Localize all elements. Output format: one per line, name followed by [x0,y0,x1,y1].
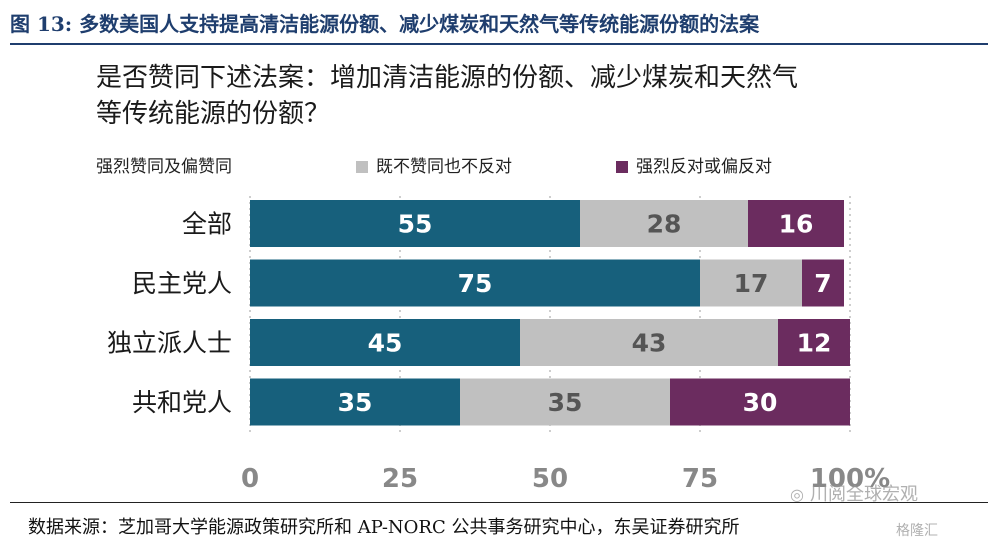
legend-label-neutral: 既不赞同也不反对 [376,157,512,177]
legend-item-neutral: 既不赞同也不反对 [356,152,512,177]
x-tick-label: 0 [241,464,259,494]
figure-title: 图 13: 多数美国人支持提高清洁能源份额、减少煤炭和天然气等传统能源份额的法案 [10,12,760,36]
x-tick-label: 75 [682,464,718,494]
data-label: 28 [647,210,682,239]
legend-label-support: 强烈赞同及偏赞同 [96,157,232,177]
category-label: 民主党人 [132,269,232,298]
data-label: 35 [548,388,583,417]
bar-segment [250,319,520,366]
bar-segment [700,259,802,307]
bar-segment [460,378,670,426]
bar-segment [748,200,844,247]
data-label: 7 [814,269,831,298]
x-tick-label: 100% [810,464,890,494]
chart-title-line2: 等传统能源的份额？ [96,99,331,129]
data-label: 12 [797,329,832,358]
data-label: 17 [734,269,769,298]
watermark-secondary: 格隆汇 [896,523,938,539]
legend-label-oppose: 强烈反对或偏反对 [636,157,772,177]
legend-item-oppose: 强烈反对或偏反对 [616,152,772,177]
legend-swatch-neutral [356,161,368,173]
wechat-icon: ◎ [790,485,804,504]
data-label: 45 [368,329,403,358]
chart-title: 是否赞同下述法案：增加清洁能源的份额、减少煤炭和天然气 等传统能源的份额？ [96,60,936,132]
data-label: 30 [743,388,778,417]
chart-title-line1: 是否赞同下述法案：增加清洁能源的份额、减少煤炭和天然气 [96,63,799,93]
bar-segment [778,319,850,366]
source-divider [10,502,988,503]
bars: 55 28 16 75 17 7 45 43 12 35 35 30 [250,200,850,426]
bar-segment [250,200,580,247]
bar-segment [670,378,850,426]
x-axis-ticks: 0 25 50 75 100% [241,464,890,494]
watermark: ◎ 川阅全球宏观 [790,480,918,506]
data-label: 43 [632,329,667,358]
bar-segment [802,259,844,307]
source-note: 数据来源：芝加哥大学能源政策研究所和 AP-NORC 公共事务研究中心，东吴证券… [28,517,740,538]
bar-segment [580,200,748,247]
x-tick-label: 50 [532,464,568,494]
category-label: 独立派人士 [107,329,232,358]
data-label: 35 [338,388,373,417]
category-label: 全部 [182,210,232,239]
data-label: 16 [779,210,814,239]
legend-swatch-oppose [616,161,628,173]
data-label: 55 [398,210,433,239]
title-divider [10,43,988,45]
bar-segment [250,378,460,426]
category-label: 共和党人 [132,388,232,417]
x-tick-label: 25 [382,464,418,494]
bar-segment [520,319,778,366]
legend-item-support: 强烈赞同及偏赞同 [96,152,232,177]
watermark-text: 川阅全球宏观 [809,484,918,505]
data-label: 75 [458,269,493,298]
bar-segment [250,259,700,307]
